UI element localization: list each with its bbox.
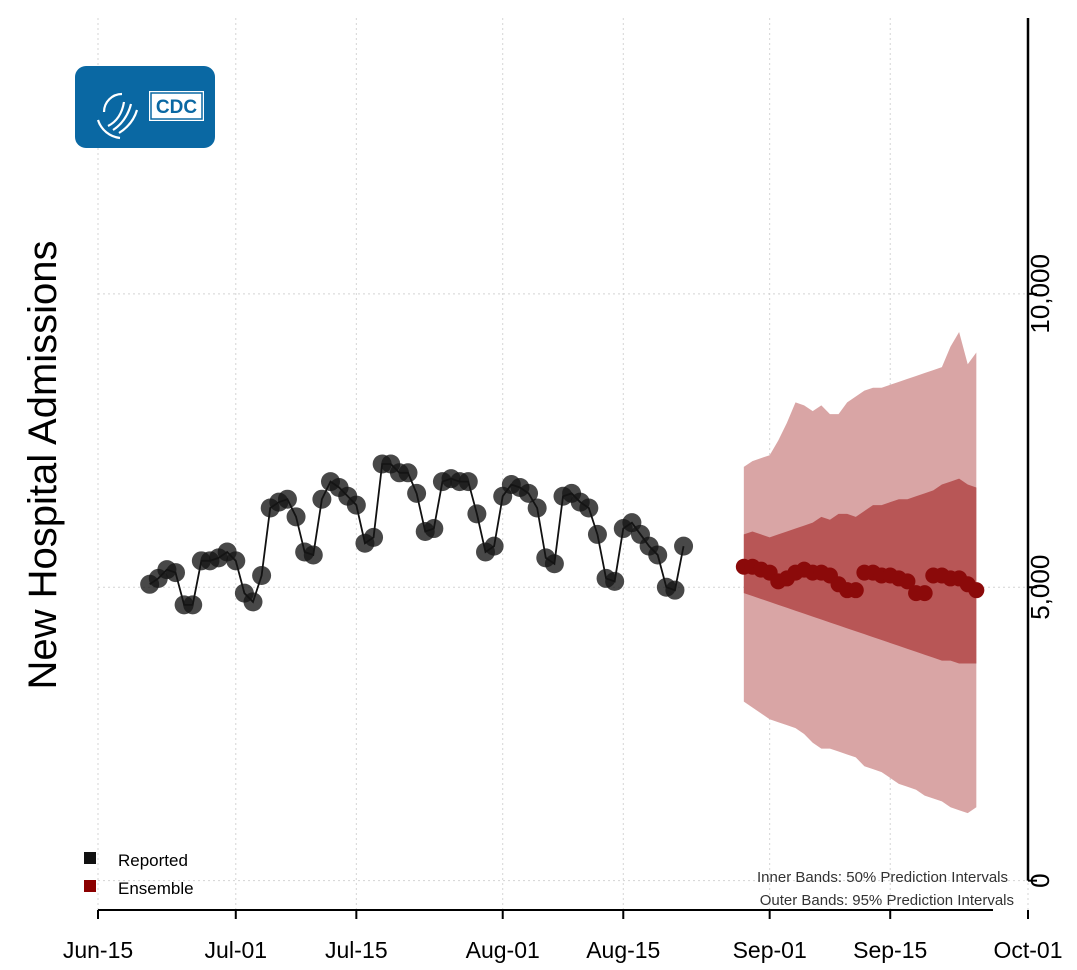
ensemble-point — [847, 582, 864, 599]
legend-label-reported: Reported — [118, 851, 188, 870]
reported-point — [605, 571, 625, 591]
x-tick-label: Sep-15 — [853, 937, 927, 963]
y-tick-label: 0 — [1025, 873, 1055, 887]
reported-point — [346, 495, 366, 515]
reported-point — [243, 592, 263, 612]
reported-point — [579, 498, 599, 518]
reported-point — [648, 545, 668, 565]
reported-point — [183, 595, 203, 615]
ensemble-point — [916, 585, 933, 602]
annotation-inner-bands: Inner Bands: 50% Prediction Intervals — [757, 869, 1008, 886]
x-tick-label: Jul-01 — [204, 937, 267, 963]
hhs-eagle-icon — [96, 92, 139, 140]
x-tick-label: Jul-15 — [325, 937, 388, 963]
legend: Reported Ensemble — [84, 851, 194, 898]
reported-point — [587, 524, 607, 544]
y-tick-label: 5,000 — [1025, 555, 1055, 620]
reported-point — [312, 489, 332, 509]
axes — [98, 18, 1030, 911]
reported-point — [398, 463, 418, 483]
x-tick-label: Aug-15 — [586, 937, 660, 963]
reported-point — [286, 507, 306, 527]
reported-point — [252, 566, 272, 585]
ensemble-point — [968, 582, 985, 599]
reported-point — [674, 536, 694, 556]
legend-swatch-ensemble — [84, 880, 96, 892]
legend-swatch-reported — [84, 852, 96, 864]
reported-point — [424, 519, 444, 539]
logo-background — [75, 66, 215, 148]
logo-text-box — [149, 91, 204, 121]
x-tick-label: Jun-15 — [63, 937, 133, 963]
reported-point — [458, 472, 478, 492]
legend-label-ensemble: Ensemble — [118, 879, 194, 898]
cdc-logo: CDC — [75, 66, 215, 148]
annotation-outer-bands: Outer Bands: 95% Prediction Intervals — [760, 892, 1014, 909]
ensemble-point — [899, 573, 916, 590]
reported-point — [407, 483, 427, 503]
reported-point — [519, 483, 539, 503]
reported-point — [303, 545, 323, 565]
reported-point — [484, 536, 504, 556]
x-tick-label: Aug-01 — [466, 937, 540, 963]
y-tick-label: 10,000 — [1025, 254, 1055, 334]
logo-text: CDC — [156, 97, 197, 118]
reported-point — [467, 504, 487, 524]
x-tick-label: Sep-01 — [733, 937, 807, 963]
reported-point — [527, 498, 547, 518]
reported-point — [544, 554, 564, 574]
x-tick-label: Oct-01 — [993, 937, 1062, 963]
data-series — [140, 454, 985, 615]
x-axis-ticks: Jun-15 Jul-01 Jul-15 Aug-01 Aug-15 Sep-01 Sep-… — [63, 910, 1063, 963]
reported-point — [665, 580, 685, 600]
reported-point — [166, 563, 185, 583]
reported-point — [364, 527, 384, 547]
reported-point — [226, 551, 246, 571]
y-axis-ticks: 0 5,000 10,000 — [1025, 254, 1055, 888]
reported-point — [277, 489, 297, 509]
y-axis-label: New Hospital Admissions — [21, 240, 65, 689]
